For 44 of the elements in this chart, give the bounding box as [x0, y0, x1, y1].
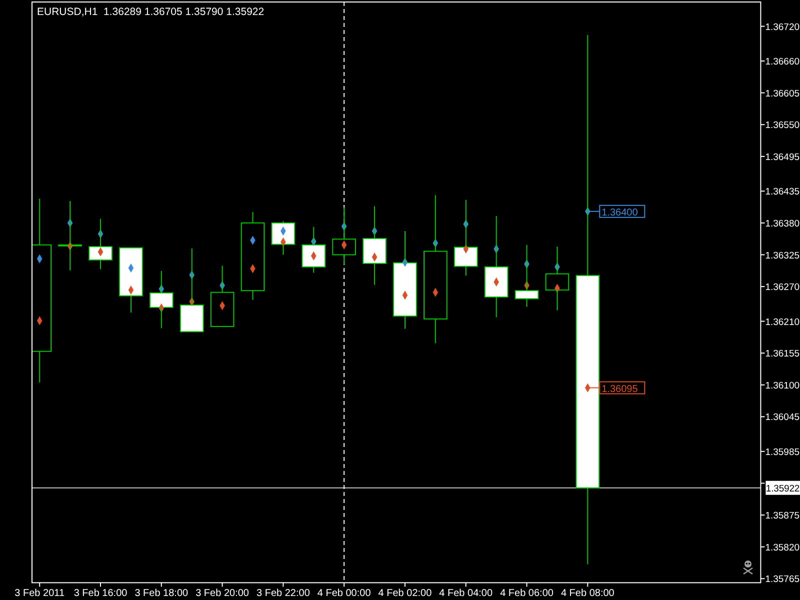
- x-tick-label: 3 Feb 22:00: [256, 588, 310, 599]
- data-label: 1.36095: [602, 384, 638, 395]
- y-tick-label: 1.36325: [765, 250, 800, 262]
- candlestick: [514, 244, 539, 308]
- candlestick: [332, 206, 356, 266]
- y-tick-label: 1.35820: [765, 542, 800, 554]
- candlestick: [454, 199, 478, 276]
- y-tick-label: 1.36210: [765, 316, 800, 328]
- candlestick: [424, 194, 448, 344]
- candlestick: [545, 246, 570, 311]
- y-tick-label: 1.36100: [765, 380, 800, 392]
- y-tick-label: 1.36720: [765, 22, 800, 33]
- x-tick-label: 4 Feb 04:00: [439, 588, 493, 599]
- y-tick-label: 1.36605: [765, 88, 800, 100]
- y-tick-label: 1.36045: [765, 412, 800, 424]
- y-tick-label: 1.35985: [765, 446, 800, 458]
- y-tick-label: 1.36270: [765, 282, 800, 294]
- data-label: 1.36400: [602, 207, 638, 218]
- y-tick-label: 1.35765: [765, 574, 800, 586]
- candlestick: [393, 230, 417, 330]
- candlestick: [149, 270, 174, 329]
- x-tick-label: 4 Feb 08:00: [560, 588, 615, 599]
- x-tick-label: 3 Feb 16:00: [74, 588, 128, 599]
- candlestick: [240, 211, 265, 300]
- candlestick: [271, 220, 296, 256]
- x-tick-label: 4 Feb 02:00: [378, 588, 432, 599]
- x-tick-label: 4 Feb 06:00: [500, 588, 554, 599]
- y-tick-label: 1.36380: [765, 218, 800, 230]
- y-tick-label: 1.36550: [765, 120, 800, 132]
- candlestick: [484, 216, 508, 318]
- candlestick: [362, 206, 386, 286]
- y-tick-label: 1.36155: [765, 348, 800, 360]
- y-tick-label: 1.36660: [765, 56, 800, 68]
- chart-title: EURUSD,H1 1.36289 1.36705 1.35790 1.35922: [37, 6, 264, 18]
- x-tick-label: 3 Feb 18:00: [134, 588, 189, 599]
- y-tick-label: 1.36435: [765, 186, 800, 198]
- x-tick-label: 3 Feb 2011: [14, 588, 65, 599]
- y-tick-label: 1.35875: [765, 510, 800, 522]
- y-tick-label: 1.36495: [765, 152, 800, 163]
- candlestick: [88, 218, 112, 270]
- x-tick-label: 3 Feb 20:00: [196, 588, 250, 599]
- x-tick-label: 4 Feb 00:00: [317, 588, 372, 599]
- ref-line-label: 1.35922: [766, 483, 800, 494]
- candlestick: [302, 226, 326, 274]
